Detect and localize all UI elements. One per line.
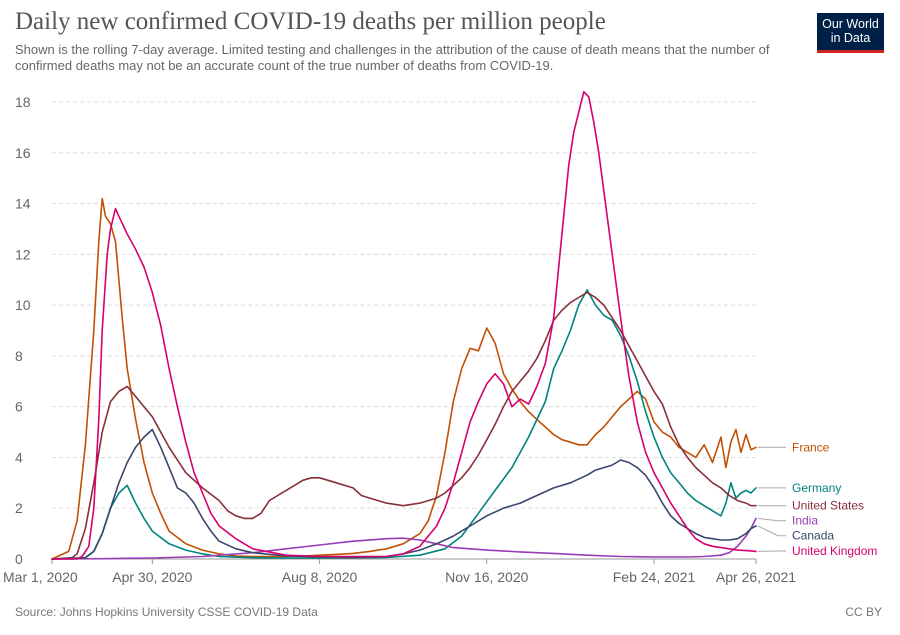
x-tick-label: Apr 30, 2020 [112,569,192,585]
legend-label-france[interactable]: France [792,440,830,454]
y-tick-label: 14 [15,196,31,212]
y-tick-label: 18 [15,94,31,110]
y-tick-label: 16 [15,145,31,161]
legend-connector-india [757,517,786,522]
owid-logo[interactable]: Our World in Data [817,13,884,53]
series-lines [51,91,757,560]
series-line-canada[interactable] [51,428,757,560]
license-link[interactable]: CC BY [845,605,882,619]
x-axis-ticks: Mar 1, 2020 Apr 30, 2020 Aug 8, 2020 Nov 16… [3,559,796,585]
y-axis-ticks: 0 2 4 6 8 10 12 14 16 18 [15,94,31,567]
legend-label-united-states[interactable]: United States [792,499,864,513]
legend-label-united-kingdom[interactable]: United Kingdom [792,544,877,558]
legend-connector-canada [757,525,786,537]
x-tick-label: Nov 16, 2020 [445,569,528,585]
series-line-united-kingdom[interactable] [51,91,757,560]
chart-subtitle: Shown is the rolling 7-day average. Limi… [15,42,770,73]
x-tick-label: Apr 26, 2021 [716,569,796,585]
legend-label-germany[interactable]: Germany [792,481,841,495]
legend-label-india[interactable]: India [792,514,818,528]
y-tick-label: 8 [15,348,23,364]
y-tick-label: 10 [15,297,31,313]
x-tick-label: Feb 24, 2021 [613,569,696,585]
y-tick-label: 12 [15,246,31,262]
source-note[interactable]: Source: Johns Hopkins University CSSE CO… [15,605,318,619]
logo-line-1: Our World [822,17,879,31]
x-tick-label: Mar 1, 2020 [3,569,78,585]
legend-label-canada[interactable]: Canada [792,529,834,543]
y-tick-label: 0 [15,551,23,567]
series-line-germany[interactable] [51,289,757,560]
y-tick-label: 2 [15,500,23,516]
legend: France Germany United StatesIndiaCanadaUni… [757,440,877,558]
y-tick-label: 6 [15,399,23,415]
line-chart: 0 2 4 6 8 10 12 14 16 18 Mar 1, 2020 Apr 30, 2020 A… [3,91,877,585]
chart-title: Daily new confirmed COVID-19 deaths per … [15,8,606,35]
grid-lines [52,101,756,560]
y-tick-label: 4 [15,449,23,465]
logo-line-2: in Data [830,31,871,45]
series-line-united-states[interactable] [51,291,757,560]
x-tick-label: Aug 8, 2020 [282,569,358,585]
